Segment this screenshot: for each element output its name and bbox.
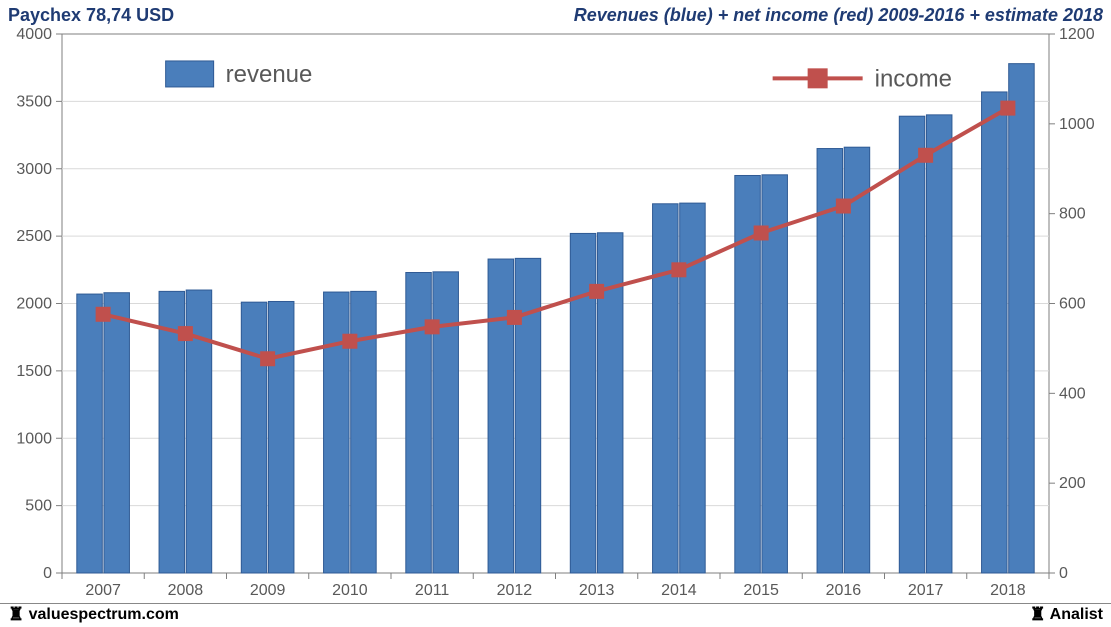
- svg-text:2018: 2018: [990, 582, 1026, 599]
- svg-text:800: 800: [1059, 206, 1086, 223]
- chart-footer: ♜ valuespectrum.com ♜ Analist: [0, 603, 1111, 627]
- svg-text:2017: 2017: [908, 582, 944, 599]
- svg-text:400: 400: [1059, 385, 1086, 402]
- svg-text:500: 500: [25, 498, 52, 515]
- header-left-title: Paychex 78,74 USD: [8, 5, 174, 26]
- svg-text:1200: 1200: [1059, 26, 1095, 43]
- chart-container: 0 500 1000 1500 2000 2500 3000 3500 4000 0 200 400 6…: [0, 26, 1111, 603]
- svg-text:2015: 2015: [743, 582, 779, 599]
- svg-text:4000: 4000: [16, 26, 52, 43]
- svg-text:2012: 2012: [497, 582, 533, 599]
- svg-text:1000: 1000: [1059, 116, 1095, 133]
- svg-text:income: income: [875, 65, 952, 92]
- svg-text:1000: 1000: [16, 430, 52, 447]
- rook-icon: ♜: [1030, 605, 1046, 623]
- svg-text:2016: 2016: [826, 582, 862, 599]
- svg-text:1500: 1500: [16, 363, 52, 380]
- svg-text:3000: 3000: [16, 161, 52, 178]
- svg-text:200: 200: [1059, 475, 1086, 492]
- svg-text:2014: 2014: [661, 582, 697, 599]
- header-right-title: Revenues (blue) + net income (red) 2009-…: [574, 5, 1103, 26]
- svg-text:2013: 2013: [579, 582, 615, 599]
- chart-header: Paychex 78,74 USD Revenues (blue) + net …: [0, 0, 1111, 26]
- footer-left: ♜ valuespectrum.com: [8, 606, 179, 624]
- svg-text:2009: 2009: [250, 582, 286, 599]
- footer-left-text: valuespectrum.com: [29, 607, 179, 624]
- svg-text:2007: 2007: [85, 582, 121, 599]
- svg-text:0: 0: [43, 565, 52, 582]
- svg-text:2011: 2011: [415, 582, 450, 599]
- svg-text:revenue: revenue: [226, 61, 313, 88]
- revenue-income-chart: 0 500 1000 1500 2000 2500 3000 3500 4000 0 200 400 6…: [0, 26, 1111, 603]
- rook-icon: ♜: [8, 605, 24, 623]
- svg-text:600: 600: [1059, 296, 1086, 313]
- svg-text:2010: 2010: [332, 582, 368, 599]
- svg-text:2008: 2008: [168, 582, 204, 599]
- footer-right: ♜ Analist: [1030, 606, 1103, 624]
- footer-right-text: Analist: [1050, 607, 1103, 624]
- svg-text:0: 0: [1059, 565, 1068, 582]
- svg-text:2500: 2500: [16, 228, 52, 245]
- svg-text:2000: 2000: [16, 296, 52, 313]
- svg-text:3500: 3500: [16, 93, 52, 110]
